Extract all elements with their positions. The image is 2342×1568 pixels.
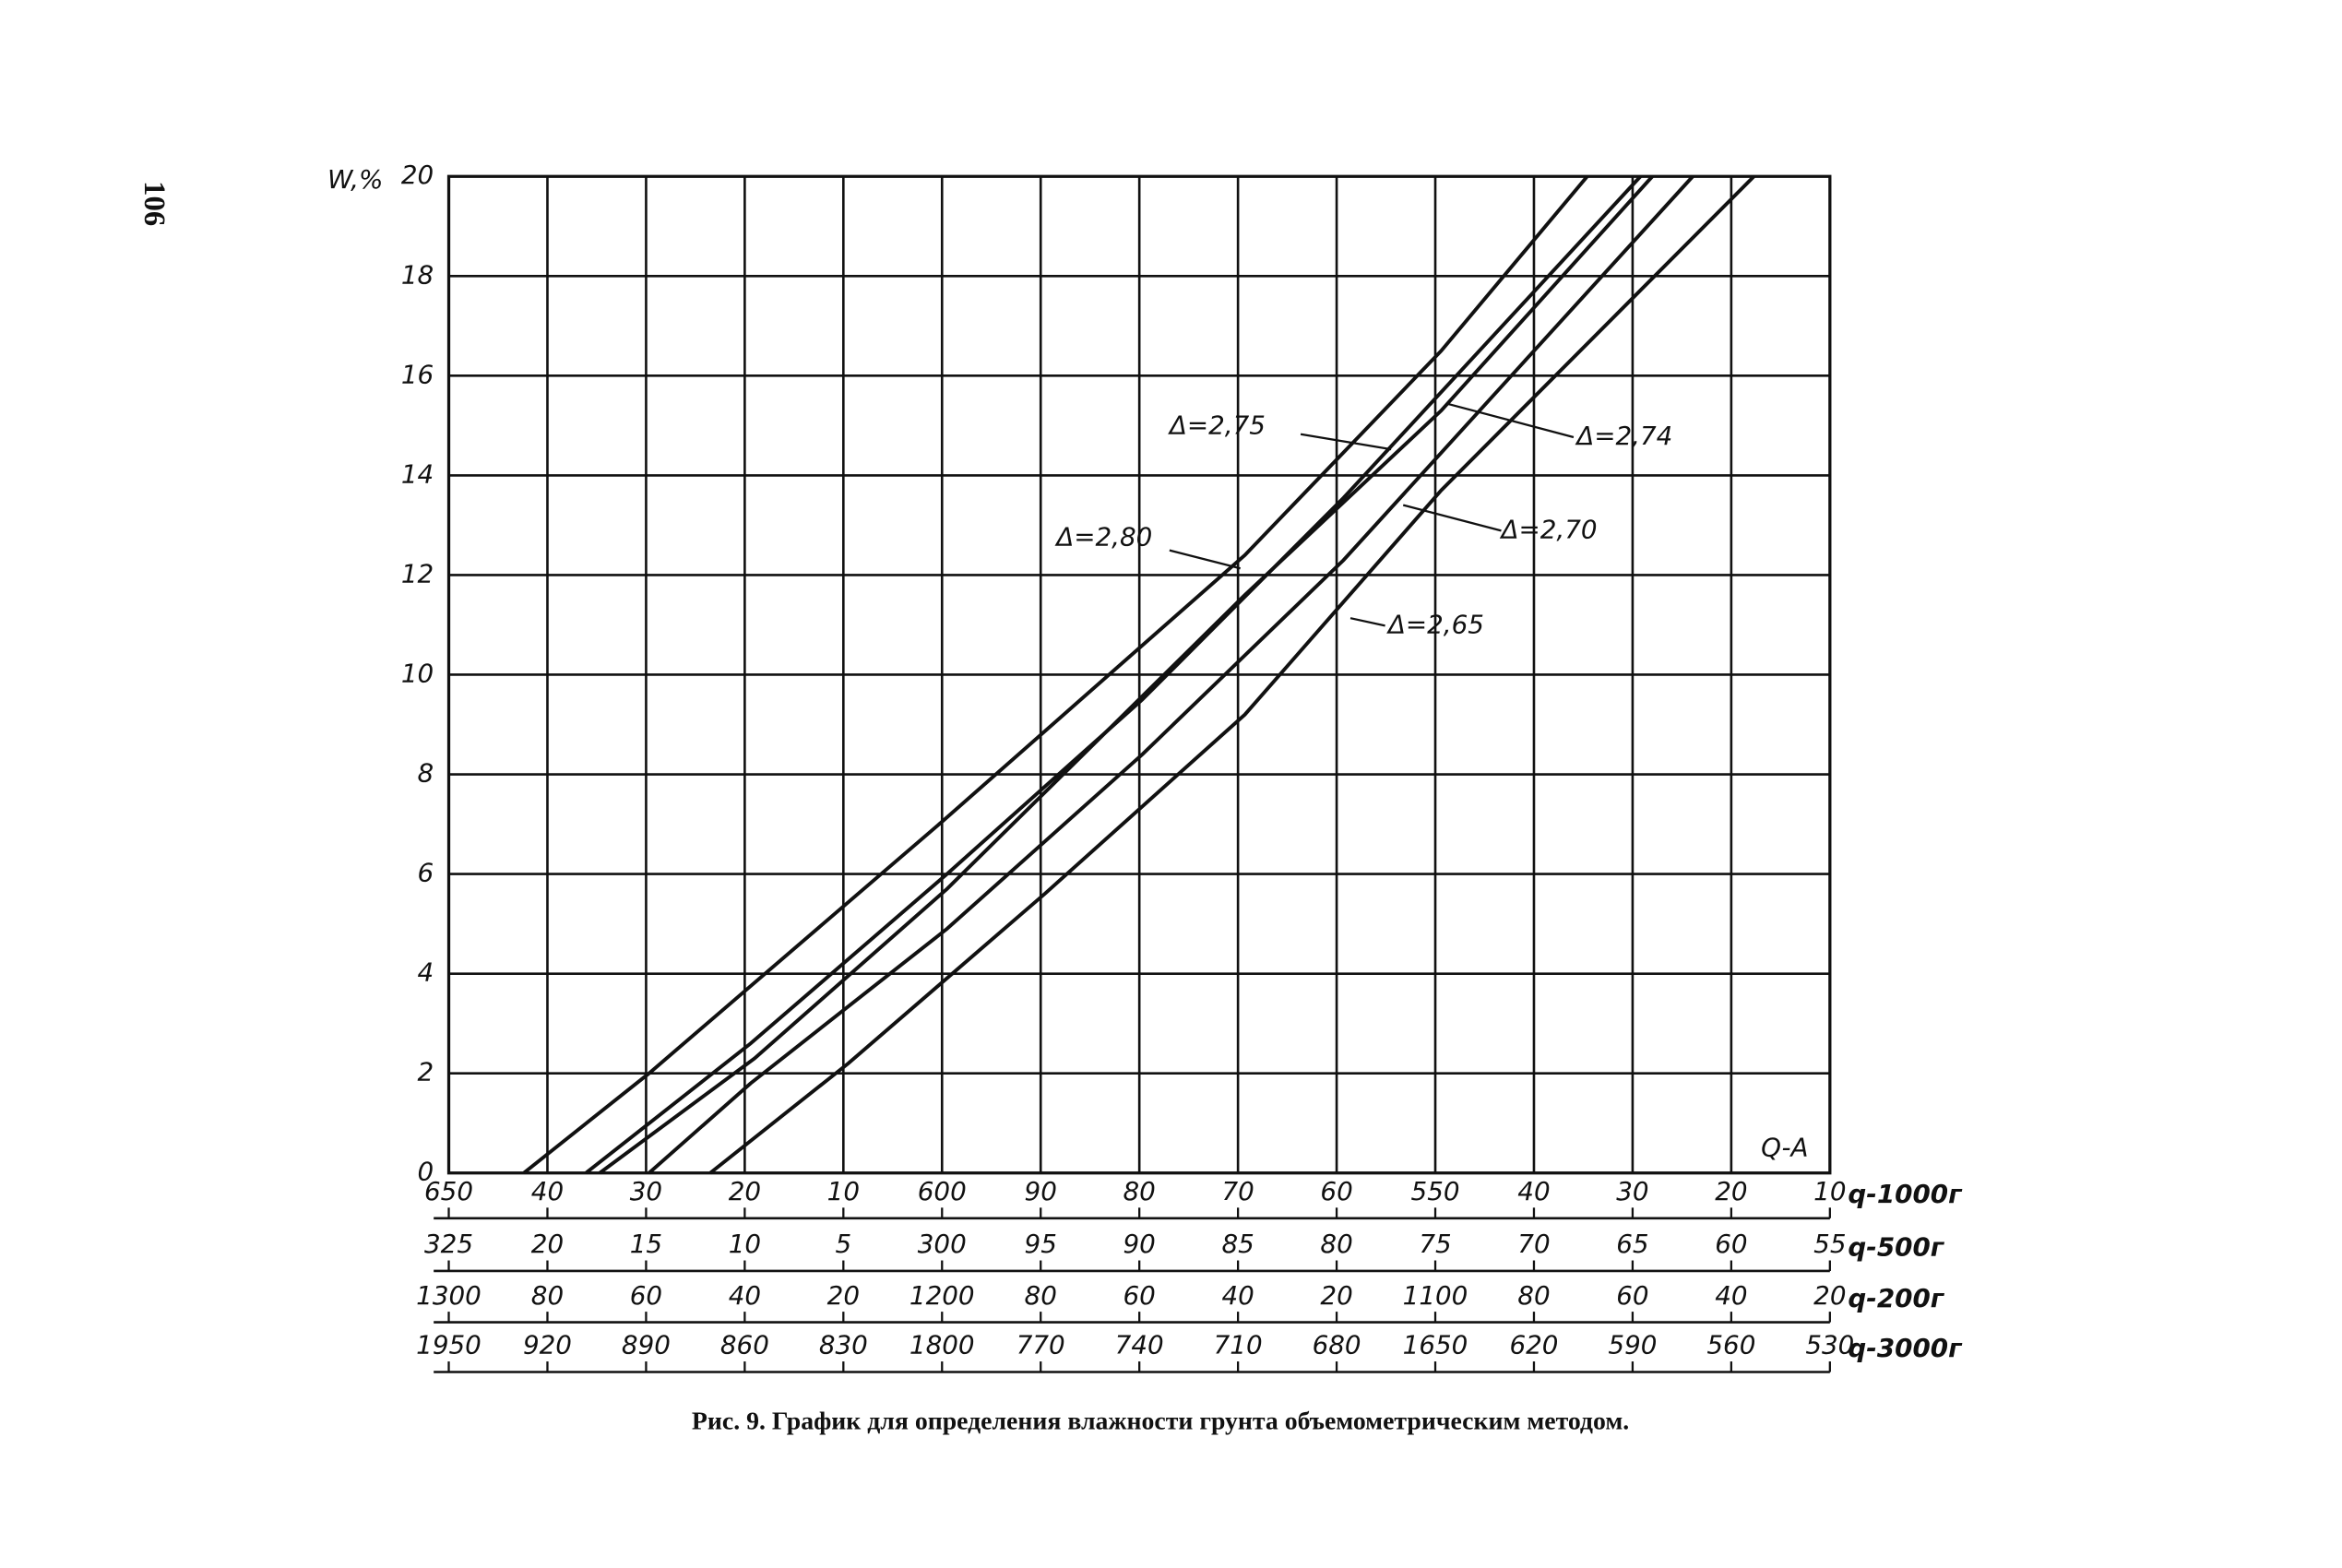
x-tick-label: 40	[1715, 1280, 1747, 1311]
x-tick-label: 590	[1608, 1330, 1657, 1360]
x-tick-label: 530	[1805, 1330, 1854, 1360]
y-tick-label: 4	[418, 957, 434, 988]
y-tick-label: 10	[401, 658, 434, 688]
x-tick-label: 10	[827, 1176, 860, 1206]
x-tick-label: 20	[1715, 1176, 1747, 1206]
x-tick-label: 300	[918, 1229, 967, 1259]
x-tick-label: 75	[1419, 1229, 1451, 1259]
x-tick-label: 5	[835, 1229, 851, 1259]
x-tick-label: 20	[1320, 1280, 1352, 1311]
curve-label: Δ=2,75	[1168, 410, 1266, 441]
x-tick-label: 40	[1221, 1280, 1254, 1311]
x-tick-label: 710	[1214, 1330, 1263, 1360]
x-tick-label: 1800	[909, 1330, 975, 1360]
x-tick-label: 40	[729, 1280, 761, 1311]
x-tick-label: 60	[1616, 1280, 1648, 1311]
x-tick-label: 20	[531, 1229, 564, 1259]
curve	[708, 174, 1755, 1175]
curve	[648, 174, 1694, 1175]
curve-label: Δ=2,70	[1499, 514, 1597, 544]
x-axis-name: q-1000г	[1848, 1179, 1963, 1209]
x-tick-label: 60	[1320, 1176, 1352, 1206]
x-tick-label: 15	[630, 1229, 662, 1259]
x-tick-label: 1200	[909, 1280, 975, 1311]
x-tick-label: 30	[1616, 1176, 1648, 1206]
x-tick-label: 80	[531, 1280, 564, 1311]
x-tick-label: 860	[720, 1330, 769, 1360]
x-tick-label: 20	[827, 1280, 860, 1311]
x-tick-label: 40	[531, 1176, 564, 1206]
curve-label: Δ=2,80	[1054, 522, 1152, 552]
x-tick-label: 830	[819, 1330, 868, 1360]
x-tick-label: 325	[424, 1229, 473, 1259]
y-tick-label: 16	[401, 359, 434, 389]
annotation: Q-A	[1761, 1133, 1808, 1163]
x-tick-label: 55	[1813, 1229, 1846, 1259]
x-tick-label: 70	[1221, 1176, 1254, 1206]
x-tick-label: 920	[523, 1330, 572, 1360]
x-axis-name: q-3000г	[1848, 1333, 1963, 1363]
x-tick-label: 1650	[1403, 1330, 1468, 1360]
y-tick-label: 20	[401, 160, 434, 190]
curve-label: Δ=2,65	[1386, 609, 1484, 639]
leader-line	[1169, 549, 1241, 570]
y-tick-label: 2	[418, 1057, 434, 1087]
x-tick-label: 60	[630, 1280, 662, 1311]
y-tick-label: 14	[401, 458, 434, 489]
curve	[584, 174, 1642, 1175]
x-tick-label: 770	[1016, 1330, 1065, 1360]
x-tick-label: 65	[1616, 1229, 1648, 1259]
x-tick-label: 740	[1115, 1330, 1164, 1360]
x-axis-name: q-500г	[1848, 1231, 1944, 1262]
x-tick-label: 85	[1221, 1229, 1254, 1259]
x-tick-label: 650	[424, 1176, 473, 1206]
x-tick-label: 20	[1813, 1280, 1846, 1311]
x-tick-label: 1950	[416, 1330, 481, 1360]
y-axis-label: W,%	[327, 164, 383, 195]
y-tick-label: 8	[418, 758, 434, 789]
caption: Рис. 9. График для определения влажности…	[692, 1407, 1629, 1435]
y-tick-label: 0	[418, 1157, 434, 1187]
x-tick-label: 600	[918, 1176, 967, 1206]
x-tick-label: 680	[1313, 1330, 1361, 1360]
page-number: 106	[137, 181, 171, 226]
x-tick-label: 60	[1123, 1280, 1156, 1311]
x-tick-label: 60	[1715, 1229, 1747, 1259]
x-tick-label: 80	[1123, 1176, 1156, 1206]
x-tick-label: 10	[729, 1229, 761, 1259]
leader-line	[1402, 504, 1502, 532]
x-tick-label: 80	[1517, 1280, 1550, 1311]
curve	[598, 174, 1654, 1175]
x-tick-label: 1100	[1403, 1280, 1468, 1311]
x-tick-label: 90	[1123, 1229, 1156, 1259]
y-tick-label: 12	[401, 558, 434, 588]
x-axis-name: q-200г	[1848, 1283, 1944, 1313]
x-tick-label: 620	[1509, 1330, 1558, 1360]
x-tick-label: 80	[1320, 1229, 1352, 1259]
leader-line	[1349, 617, 1385, 627]
x-tick-label: 10	[1813, 1176, 1846, 1206]
x-tick-label: 95	[1025, 1229, 1057, 1259]
plot-frame	[446, 174, 1832, 1175]
x-tick-label: 40	[1517, 1176, 1550, 1206]
leader-line	[1300, 433, 1392, 451]
y-tick-label: 6	[418, 858, 434, 888]
x-tick-label: 30	[630, 1176, 662, 1206]
x-tick-label: 550	[1411, 1176, 1460, 1206]
curve	[522, 174, 1589, 1175]
x-tick-label: 1300	[416, 1280, 481, 1311]
x-tick-label: 70	[1517, 1229, 1550, 1259]
x-tick-label: 560	[1706, 1330, 1755, 1360]
curve-label: Δ=2,74	[1575, 421, 1672, 451]
x-tick-label: 20	[729, 1176, 761, 1206]
x-tick-label: 80	[1025, 1280, 1057, 1311]
x-tick-label: 90	[1025, 1176, 1057, 1206]
x-tick-label: 890	[622, 1330, 671, 1360]
y-tick-label: 18	[401, 259, 434, 290]
